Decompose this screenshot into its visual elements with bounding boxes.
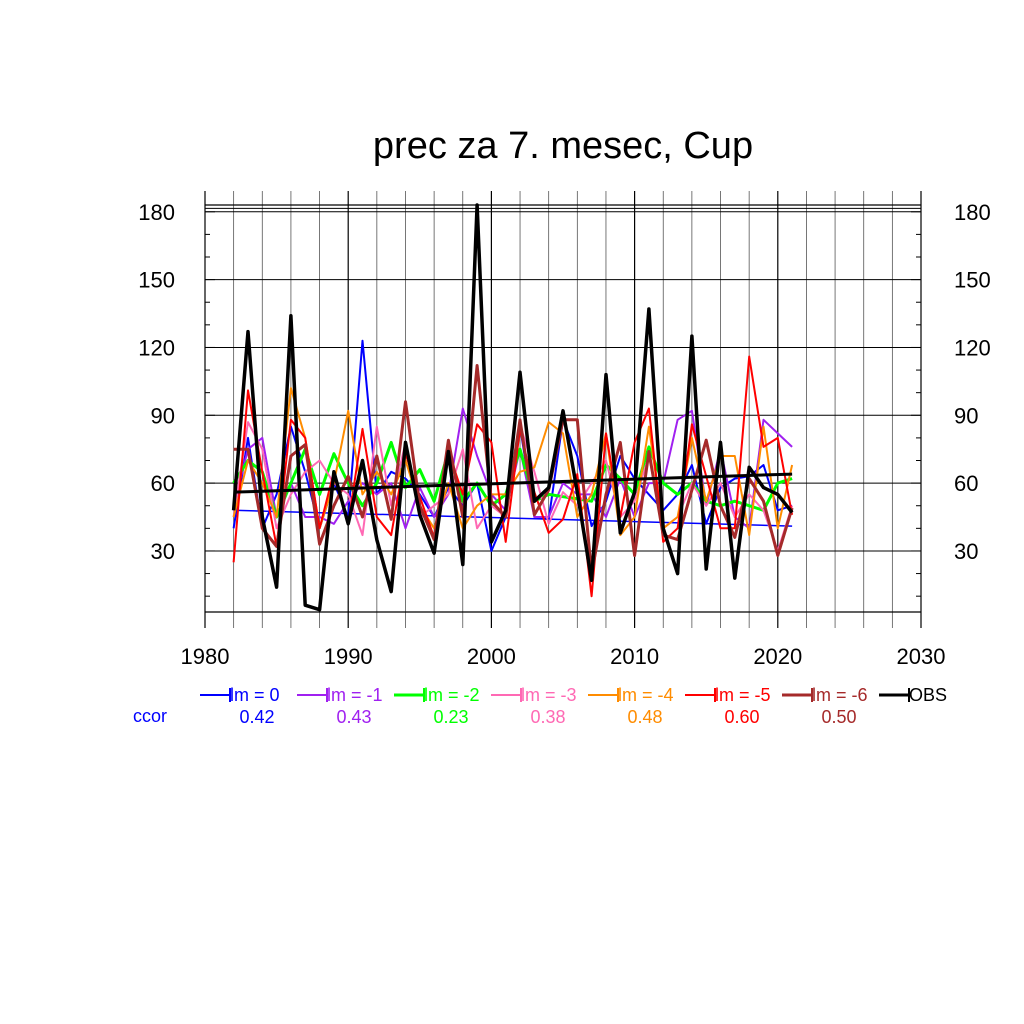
x-tick-label: 1990 xyxy=(324,644,373,669)
y-tick-label-left: 30 xyxy=(151,539,175,564)
trend-line-0 xyxy=(233,509,793,527)
grid xyxy=(204,191,922,628)
x-tick-label: 1980 xyxy=(181,644,230,669)
y-tick-label-left: 180 xyxy=(138,200,175,225)
legend-ccor-1: 0.43 xyxy=(336,707,371,727)
legend-label-0: lm = 0 xyxy=(230,685,280,705)
legend-ccor-6: 0.50 xyxy=(821,707,856,727)
legend-ccor-3: 0.38 xyxy=(530,707,565,727)
y-tick-label-right: 90 xyxy=(954,403,978,428)
series-group xyxy=(231,203,794,612)
y-tick-label-left: 60 xyxy=(151,471,175,496)
y-tick-label-right: 60 xyxy=(954,471,978,496)
axis-ticks: 30 30 60 60 90 90 120 120 150 150 180 180 1980 1990 20… xyxy=(138,200,990,669)
legend-label-4: lm = -4 xyxy=(618,685,674,705)
x-tick-label: 2030 xyxy=(897,644,946,669)
legend-ccor-4: 0.48 xyxy=(627,707,662,727)
y-tick-label-left: 120 xyxy=(138,335,175,360)
y-tick-label-left: 90 xyxy=(151,403,175,428)
ccor-label: ccor xyxy=(133,706,167,726)
series-line-7 xyxy=(231,203,794,612)
legend-label-2: lm = -2 xyxy=(424,685,480,705)
y-tick-label-right: 150 xyxy=(954,268,991,293)
legend-label-6: lm = -6 xyxy=(812,685,868,705)
y-tick-label-left: 150 xyxy=(138,268,175,293)
legend-label-5: lm = -5 xyxy=(715,685,771,705)
y-tick-label-right: 30 xyxy=(954,539,978,564)
x-tick-label: 2010 xyxy=(610,644,659,669)
legend: ccor lm = 00.42 lm = -10.43 lm = -20.23 lm … xyxy=(133,685,947,727)
legend-ccor-0: 0.42 xyxy=(239,707,274,727)
legend-label-3: lm = -3 xyxy=(521,685,577,705)
plot-frame xyxy=(205,204,921,613)
y-tick-label-right: 120 xyxy=(954,335,991,360)
legend-ccor-2: 0.23 xyxy=(433,707,468,727)
x-tick-label: 2000 xyxy=(467,644,516,669)
legend-ccor-5: 0.60 xyxy=(724,707,759,727)
legend-label-1: lm = -1 xyxy=(327,685,383,705)
chart-title: prec za 7. mesec, Cup xyxy=(373,125,753,167)
trend-line-7 xyxy=(233,472,793,494)
y-tick-label-right: 180 xyxy=(954,200,991,225)
x-tick-label: 2020 xyxy=(753,644,802,669)
legend-label-7: OBS xyxy=(909,685,947,705)
